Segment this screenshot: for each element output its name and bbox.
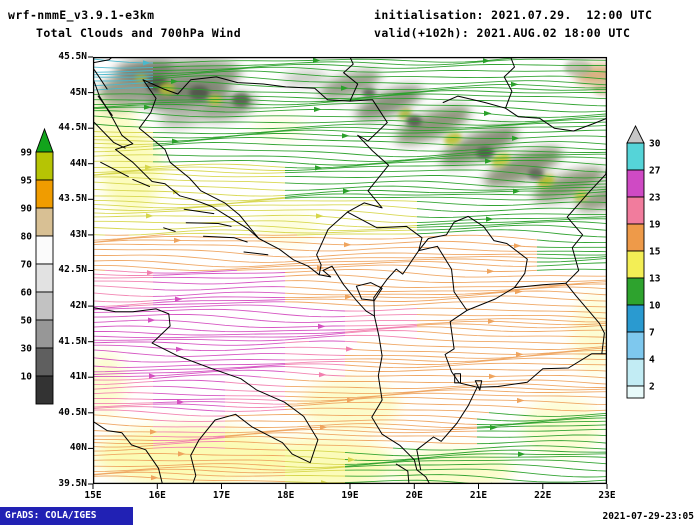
x-axis-label: 16E [148, 490, 166, 501]
colorbar-label: 90 [21, 204, 33, 215]
coastlines-and-borders [93, 57, 607, 484]
colorbar-label: 4 [649, 355, 655, 366]
y-axis-label: 41N [69, 371, 87, 383]
colorbar-label: 13 [649, 274, 661, 285]
y-axis-label: 43N [69, 228, 87, 240]
colorbar-label: 27 [649, 166, 660, 177]
y-axis-label: 42N [69, 300, 87, 312]
y-axis-label: 39.5N [58, 477, 87, 489]
colorbar-label: 15 [649, 247, 661, 258]
x-axis-label: 17E [212, 490, 231, 501]
cloud-colorbar-scale: 99 95 90 80 70 60 50 30 10 [21, 127, 54, 405]
init-time-label: initialisation: 2021.07.29. 12:00 UTC [374, 8, 653, 22]
colorbar-label: 95 [21, 176, 33, 187]
wind-colorbar-scale: 30 27 23 19 15 13 10 7 4 2 [626, 124, 661, 399]
wind-colorbar: 30 27 23 19 15 13 10 7 4 2 [626, 124, 661, 399]
colorbar-label: 30 [21, 344, 33, 355]
creation-timestamp: 2021-07-29-23:05 [602, 511, 694, 522]
y-axis-label: 45.5N [58, 51, 87, 62]
plot-title: Total Clouds and 700hPa Wind [36, 26, 242, 40]
wind-streamlines [93, 57, 607, 484]
model-name: wrf-nmmE_v3.9.1-e3km [8, 8, 155, 22]
x-axis-label: 19E [341, 490, 359, 501]
y-axis-label: 43.5N [58, 193, 87, 205]
colorbar-label: 10 [649, 301, 661, 312]
x-axis-label: 18E [277, 490, 295, 501]
weather-map [88, 56, 608, 489]
x-axis-label: 23E [598, 490, 616, 501]
valid-time-label: valid(+102h): 2021.AUG.02 18:00 UTC [374, 26, 631, 40]
map-frame [88, 56, 608, 489]
cloud-colorbar: 99 95 90 80 70 60 50 30 10 [21, 127, 54, 405]
colorbar-label: 7 [649, 328, 655, 339]
x-axis-label: 22E [534, 490, 552, 501]
wind-arrowheads [143, 57, 526, 484]
colorbar-label: 19 [649, 220, 661, 231]
colorbar-label: 60 [21, 288, 33, 299]
colorbar-label: 10 [21, 372, 33, 383]
colorbar-label: 50 [21, 316, 33, 327]
x-axis-label: 20E [405, 490, 423, 501]
y-axis-label: 41.5N [58, 335, 87, 347]
colorbar-label: 80 [21, 232, 33, 243]
colorbar-label: 70 [21, 260, 33, 271]
y-axis-label: 44.5N [58, 122, 87, 134]
grads-logo: GrADS: COLA/IGES [0, 507, 133, 525]
y-axis-label: 44N [69, 157, 87, 169]
y-axis-label: 40.5N [58, 406, 87, 418]
colorbar-label: 2 [649, 382, 655, 393]
y-axis-label: 45N [69, 86, 87, 98]
colorbar-label: 99 [21, 148, 33, 159]
colorbar-label: 23 [649, 193, 661, 204]
x-axis-label: 21E [469, 490, 488, 501]
y-axis-label: 40N [69, 442, 87, 454]
y-axis-label: 42.5N [58, 264, 87, 276]
x-axis-label: 15E [84, 490, 102, 501]
colorbar-label: 30 [649, 139, 661, 150]
